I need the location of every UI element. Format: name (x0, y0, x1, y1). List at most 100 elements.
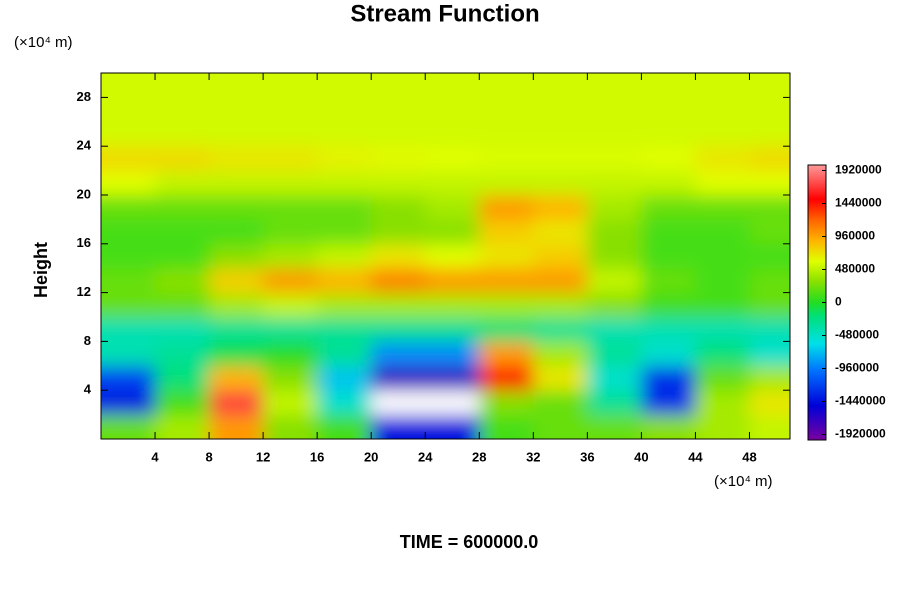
field-cell (371, 219, 426, 245)
field-cell (695, 414, 750, 439)
field-cell (263, 146, 318, 172)
x-unit: (×10⁴ m) (714, 473, 773, 490)
colorbar-tick-label: 0 (835, 295, 842, 309)
field-cell (479, 365, 534, 391)
y-tick-label: 28 (77, 89, 91, 104)
field-cell (209, 195, 264, 220)
field-cell (695, 341, 750, 367)
field-cell (155, 121, 210, 147)
field-cell (155, 170, 210, 196)
field-cell (155, 146, 210, 172)
field-cell (209, 97, 264, 123)
field-cell (641, 414, 696, 439)
field-cell (155, 195, 210, 220)
field-cell (533, 195, 588, 220)
field-cell (749, 390, 790, 416)
colorbar-tick-label: 1920000 (835, 163, 882, 177)
field-cell (317, 170, 372, 196)
field-cell (587, 97, 642, 123)
field-cell (641, 73, 696, 98)
field-cell (425, 268, 480, 294)
field-cell (533, 73, 588, 98)
field-cell (479, 414, 534, 439)
field-cell (641, 243, 696, 269)
field-cell (371, 414, 426, 439)
field-cell (587, 73, 642, 98)
field-cell (155, 317, 210, 342)
colorbar-tick-label: 960000 (835, 229, 875, 243)
field-cell (209, 73, 264, 98)
x-tick-label: 28 (472, 449, 486, 464)
y-tick-label: 20 (77, 186, 91, 201)
field-cell (263, 341, 318, 367)
field-cell (587, 341, 642, 367)
field-cell (425, 292, 480, 318)
field-cell (641, 97, 696, 123)
field-cell (371, 195, 426, 220)
field-cell (101, 268, 156, 294)
field-cell (533, 170, 588, 196)
time-annotation: TIME = 600000.0 (400, 532, 539, 552)
colorbar-tick-label: 1440000 (835, 196, 882, 210)
field-cell (155, 268, 210, 294)
field-cell (695, 97, 750, 123)
field-cell (587, 170, 642, 196)
field-cell (317, 195, 372, 220)
field-cell (317, 317, 372, 342)
field-cell (209, 268, 264, 294)
field-cell (263, 317, 318, 342)
field-cell (209, 292, 264, 318)
x-tick-label: 12 (256, 449, 270, 464)
field-cell (425, 195, 480, 220)
field-cell (101, 146, 156, 172)
field-cell (695, 121, 750, 147)
field-cell (425, 97, 480, 123)
field-cell (155, 73, 210, 98)
field-cell (101, 317, 156, 342)
field-cell (209, 341, 264, 367)
field-cell (587, 414, 642, 439)
field-cell (263, 365, 318, 391)
field-cell (263, 243, 318, 269)
field-cell (695, 243, 750, 269)
field-cell (371, 268, 426, 294)
field-cell (587, 292, 642, 318)
field-cell (425, 414, 480, 439)
cells (101, 73, 790, 439)
x-tick-label: 40 (634, 449, 648, 464)
field-cell (749, 365, 790, 391)
field-cell (587, 195, 642, 220)
field-cell (479, 292, 534, 318)
field-cell (101, 341, 156, 367)
colorbar-tick-label: -480000 (835, 328, 879, 342)
field-cell (101, 170, 156, 196)
field-cell (641, 268, 696, 294)
field (101, 73, 790, 439)
field-cell (641, 341, 696, 367)
x-tick-label: 48 (742, 449, 756, 464)
field-cell (317, 414, 372, 439)
field-cell (425, 121, 480, 147)
field-cell (425, 73, 480, 98)
field-cell (317, 365, 372, 391)
field-cell (101, 73, 156, 98)
x-tick-label: 8 (205, 449, 212, 464)
field-cell (317, 97, 372, 123)
field-cell (263, 219, 318, 245)
field-cell (425, 390, 480, 416)
field-cell (371, 317, 426, 342)
field-cell (533, 146, 588, 172)
field-cell (641, 219, 696, 245)
field-cell (209, 243, 264, 269)
field-cell (479, 268, 534, 294)
y-axis-label: Height (31, 242, 51, 298)
field-cell (371, 146, 426, 172)
field-cell (533, 365, 588, 391)
field-cell (101, 195, 156, 220)
field-cell (641, 365, 696, 391)
field-cell (749, 243, 790, 269)
x-tick-label: 4 (151, 449, 159, 464)
field-cell (425, 219, 480, 245)
x-tick-label: 44 (688, 449, 703, 464)
field-cell (101, 292, 156, 318)
